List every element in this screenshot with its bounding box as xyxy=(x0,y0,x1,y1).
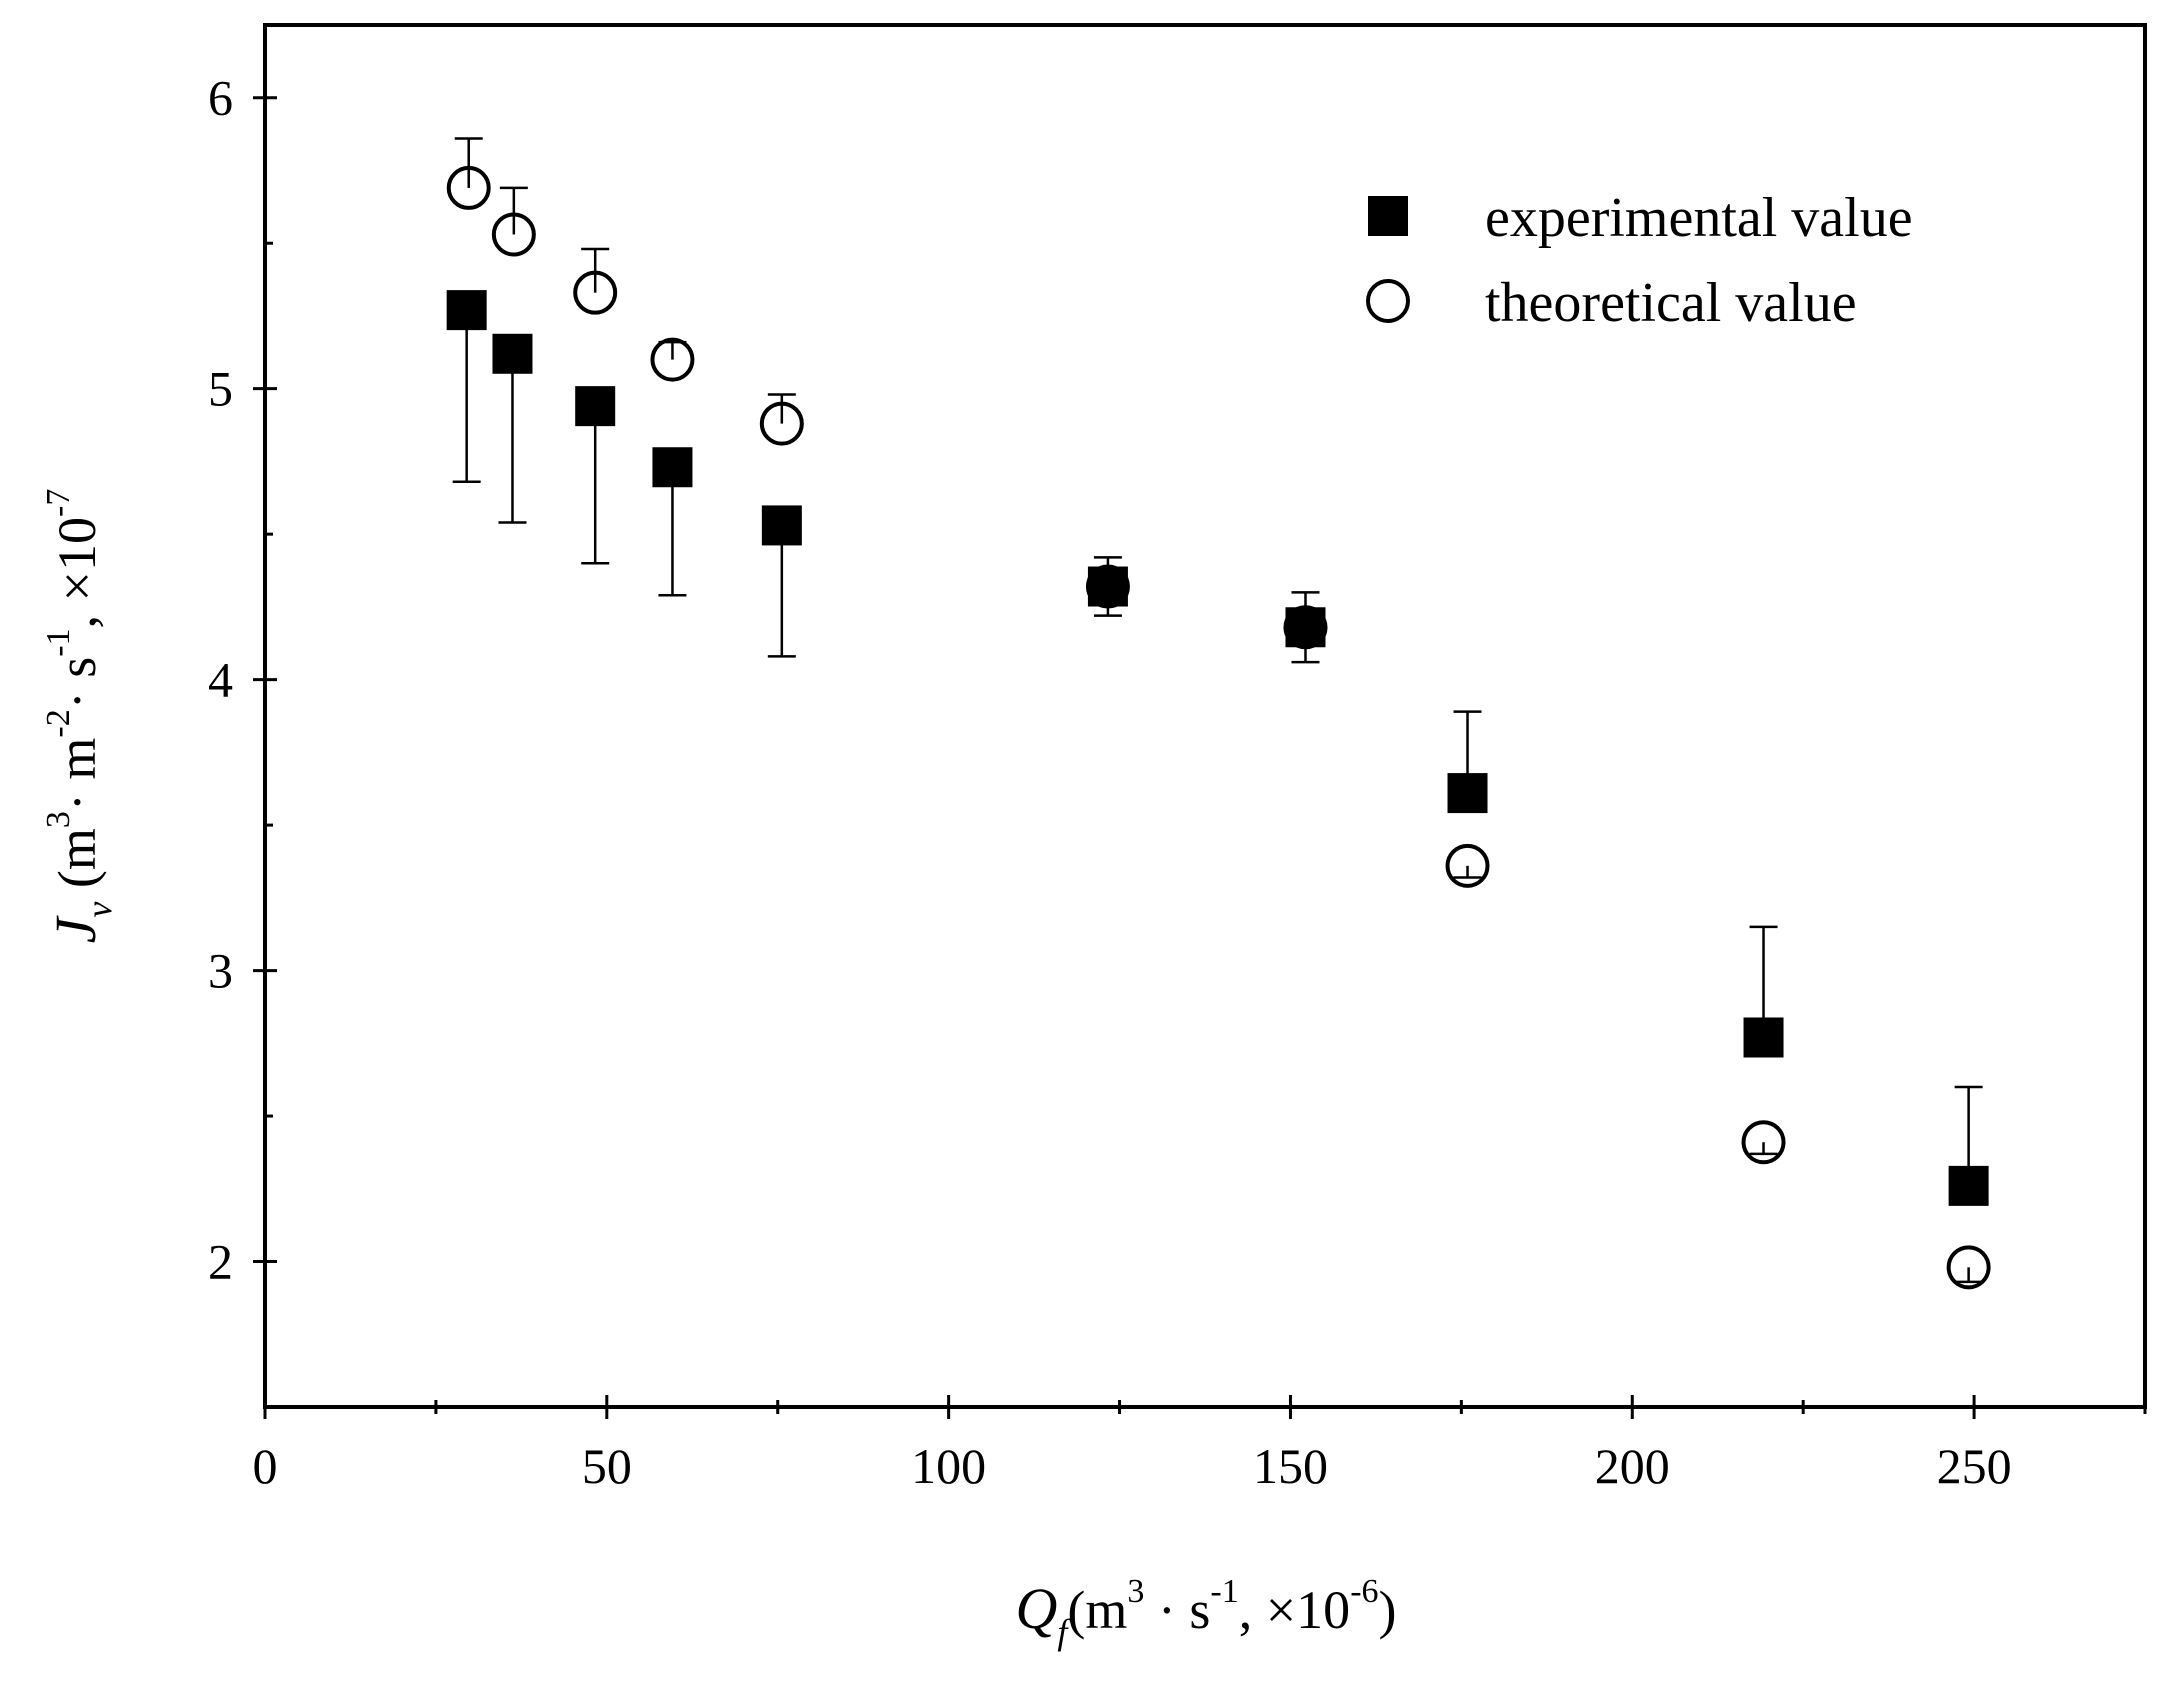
experimental-point-2 xyxy=(575,386,616,427)
experimental-point-4 xyxy=(761,505,802,546)
legend-marker-experimental xyxy=(1368,196,1408,236)
x-tick-label-250: 250 xyxy=(1937,1438,2012,1494)
y-axis-unit-s: · s xyxy=(47,657,107,710)
x-tick-label-200: 200 xyxy=(1595,1438,1670,1494)
legend-marker-theoretical xyxy=(1366,279,1410,323)
y-axis-symbol: J xyxy=(43,914,108,943)
theoretical-point-6 xyxy=(1283,605,1328,650)
x-axis-label: Qf(m3 · s-1, ×10-6) xyxy=(1015,1573,1396,1652)
y-axis-scale: , ×10 xyxy=(47,517,107,628)
y-axis-sup-1: 3 xyxy=(40,811,77,828)
x-axis-ticks: 0 50 100 150 200 250 xyxy=(253,1395,2147,1494)
y-axis-unit-m: · m xyxy=(47,738,107,812)
legend: experimental value theoretical value xyxy=(1366,187,1913,334)
y-tick-label-3: 3 xyxy=(208,943,233,999)
legend-label-experimental: experimental value xyxy=(1485,187,1913,249)
theoretical-point-1 xyxy=(491,212,536,257)
theoretical-point-9 xyxy=(1946,1245,1991,1290)
x-axis-scale: , ×10 xyxy=(1239,1580,1350,1640)
theoretical-point-3 xyxy=(650,337,695,382)
x-tick-label-50: 50 xyxy=(582,1438,632,1494)
x-axis-sup-3: -6 xyxy=(1350,1573,1378,1610)
x-tick-label-0: 0 xyxy=(253,1438,278,1494)
experimental-point-3 xyxy=(652,447,693,488)
theoretical-point-2 xyxy=(573,270,618,315)
x-tick-label-100: 100 xyxy=(911,1438,986,1494)
x-axis-sup-2: -1 xyxy=(1210,1573,1238,1610)
theoretical-point-7 xyxy=(1445,843,1490,888)
plot-frame xyxy=(263,23,2147,1409)
y-axis-sup-4: -7 xyxy=(40,489,77,517)
y-axis-ticks: 2 3 4 5 6 xyxy=(208,70,277,1409)
y-tick-label-2: 2 xyxy=(208,1234,233,1290)
experimental-point-1 xyxy=(492,333,533,374)
x-axis-unit-s: · s xyxy=(1144,1580,1210,1640)
theoretical-point-0 xyxy=(446,165,491,210)
y-axis-label-group: Jv (m3· m-2· s-1, ×10-7 xyxy=(40,489,119,944)
x-axis-unit-close: ) xyxy=(1379,1580,1397,1640)
data-markers xyxy=(446,165,1991,1290)
theoretical-point-4 xyxy=(759,401,804,446)
y-axis-label: Jv (m3· m-2· s-1, ×10-7 xyxy=(40,489,119,944)
y-tick-label-5: 5 xyxy=(208,361,233,417)
experimental-point-7 xyxy=(1447,773,1488,814)
legend-label-theoretical: theoretical value xyxy=(1485,272,1857,334)
x-axis-symbol: Q xyxy=(1015,1576,1057,1641)
x-axis-unit-open: (m xyxy=(1067,1580,1127,1640)
experimental-point-0 xyxy=(446,290,487,331)
y-axis-unit-open: (m xyxy=(47,828,107,902)
y-axis-sup-3: -1 xyxy=(40,628,77,656)
theoretical-point-5 xyxy=(1085,564,1130,609)
x-tick-label-150: 150 xyxy=(1253,1438,1328,1494)
y-tick-label-6: 6 xyxy=(208,70,233,126)
experimental-point-8 xyxy=(1743,1017,1784,1058)
y-tick-label-4: 4 xyxy=(208,652,233,708)
experimental-point-9 xyxy=(1948,1165,1989,1206)
x-axis-sup-1: 3 xyxy=(1127,1573,1144,1610)
theoretical-point-8 xyxy=(1741,1120,1786,1165)
y-axis-sup-2: -2 xyxy=(40,709,77,737)
y-axis-subscript: v xyxy=(79,902,119,918)
